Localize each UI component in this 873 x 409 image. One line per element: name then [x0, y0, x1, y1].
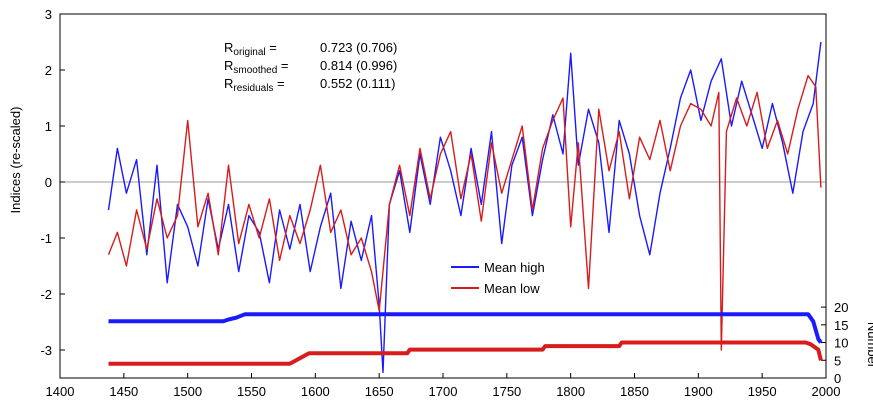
stat-label-residuals: Rresiduals =: [224, 76, 285, 94]
y-tick-label--1: -1: [40, 231, 52, 246]
y-tick-label-0: 0: [45, 175, 52, 190]
plot-frame: [59, 13, 827, 379]
y2-tick-label-0: 0: [834, 371, 841, 386]
x-tick-label-1750: 1750: [492, 384, 521, 399]
stat-symbol: R: [224, 40, 233, 55]
y2-tick-label-10: 10: [834, 336, 848, 351]
x-tick-label-1900: 1900: [684, 384, 713, 399]
y2-tick-label-5: 5: [834, 353, 841, 368]
series-line-number-mean-low: [108, 340, 823, 366]
stat-value-smoothed: 0.814 (0.996): [320, 58, 397, 73]
stat-value-residuals: 0.552 (0.111): [320, 76, 395, 91]
x-tick-label-1450: 1450: [109, 384, 138, 399]
stat-label-smoothed: Rsmoothed =: [224, 58, 289, 76]
y-tick-label-2: 2: [45, 63, 52, 78]
y-tick-label--3: -3: [40, 343, 52, 358]
stat-label-original: Roriginal =: [224, 40, 277, 58]
stat-subscript: original: [233, 47, 265, 58]
stat-value-original: 0.723 (0.706): [320, 40, 397, 55]
legend-label-low: Mean low: [484, 281, 540, 296]
y-tick-label-3: 3: [45, 7, 52, 22]
stat-subscript: smoothed: [233, 65, 277, 76]
x-tick-label-1950: 1950: [748, 384, 777, 399]
y2-tick-label-15: 15: [834, 318, 848, 333]
legend: Mean high Mean low: [451, 260, 545, 296]
x-tick-label-1500: 1500: [173, 384, 202, 399]
series-line-mean-high: [107, 41, 822, 374]
x-tick-label-2000: 2000: [812, 384, 841, 399]
x-tick-label-1700: 1700: [429, 384, 458, 399]
series-line-mean-low: [107, 74, 822, 351]
x-tick-label-1800: 1800: [556, 384, 585, 399]
x-tick-label-1850: 1850: [620, 384, 649, 399]
y-tick-label--2: -2: [40, 287, 52, 302]
stat-equals: =: [266, 40, 277, 55]
x-tick-label-1550: 1550: [237, 384, 266, 399]
legend-label-high: Mean high: [484, 260, 545, 275]
x-tick-label-1650: 1650: [365, 384, 394, 399]
stat-equals: =: [273, 76, 284, 91]
stat-equals: =: [277, 58, 288, 73]
stat-symbol: R: [224, 58, 233, 73]
y-axis-title: Indices (re-scaled): [8, 107, 23, 214]
y-tick-label-1: 1: [45, 119, 52, 134]
y2-axis-title: Number: [865, 322, 873, 369]
x-tick-label-1400: 1400: [46, 384, 75, 399]
series-line-number-mean-high: [108, 312, 823, 344]
stat-symbol: R: [224, 76, 233, 91]
stat-subscript: residuals: [233, 83, 273, 94]
x-tick-label-1600: 1600: [301, 384, 330, 399]
stats-box: Roriginal = 0.723 (0.706) Rsmoothed = 0.814…: [224, 40, 397, 94]
y2-tick-label-20: 20: [834, 300, 848, 315]
